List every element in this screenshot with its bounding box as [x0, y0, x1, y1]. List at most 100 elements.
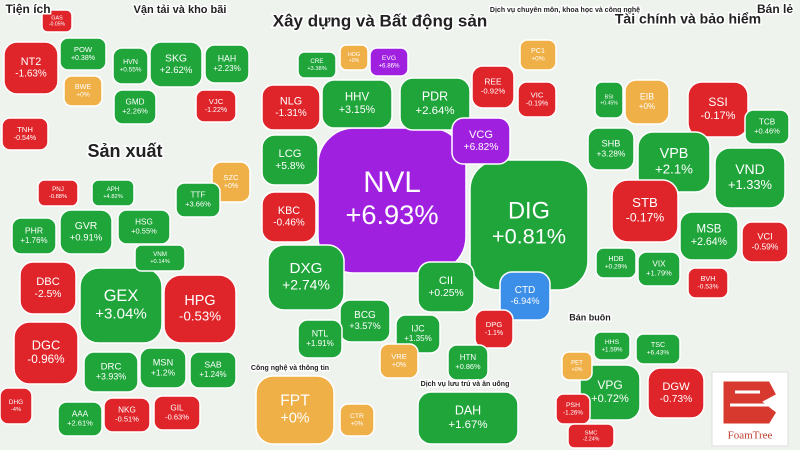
cell-label: DGW: [662, 381, 690, 393]
sector-label: Dịch vụ lưu trú và ăn uống: [421, 380, 510, 388]
cell-value: +1.76%: [20, 236, 47, 245]
cell-label: IJC: [411, 323, 425, 333]
cell-label: SAB: [204, 360, 222, 370]
cell: [741, 221, 789, 263]
cell-label: GIL: [170, 404, 184, 413]
cell-label: SHB: [602, 138, 621, 148]
cell: [79, 267, 163, 344]
cell: [261, 134, 319, 186]
cell-value: +0.86%: [455, 362, 481, 371]
cell: [679, 211, 739, 261]
cell-value: +2.64%: [415, 105, 454, 117]
cell-value: +1.2%: [151, 367, 176, 377]
cell: [211, 161, 251, 203]
cell: [611, 179, 679, 243]
cell-label: SMC: [585, 430, 598, 436]
cell: [0, 387, 33, 425]
cell: [297, 51, 337, 79]
cell-label: CRE: [310, 58, 323, 65]
cell: [635, 333, 681, 365]
cell-value: +0%: [349, 58, 360, 64]
cell: [112, 47, 149, 85]
sector-label: Sản xuất: [87, 141, 162, 161]
cells: NT2-1.63%POW+0.38%BWE+0%TNH-0.54%GAS-0.0…: [0, 9, 790, 449]
logo-icon: [720, 378, 781, 427]
cell-value: +0%: [351, 420, 364, 427]
sector-label: Xây dựng và Bất động sản: [273, 11, 487, 30]
cell-label: DXG: [290, 260, 323, 277]
cell-value: +0%: [639, 102, 655, 111]
cell-value: +2.1%: [655, 161, 693, 176]
cell-value: +3.28%: [597, 148, 626, 158]
cell-label: PC1: [531, 46, 545, 55]
cell: [3, 41, 59, 95]
cell-value: +2.23%: [213, 64, 241, 73]
cell-label: HHS: [605, 339, 620, 346]
cell-label: EVG: [382, 55, 396, 62]
sector-label: Bán lẻ: [757, 2, 793, 16]
cell-label: TCB: [759, 118, 776, 127]
cell: [117, 209, 171, 245]
cell: [163, 274, 237, 344]
cell: [339, 44, 369, 71]
cell-value: +6.43%: [647, 350, 670, 357]
cell-label: REE: [484, 77, 502, 87]
cell: [417, 391, 519, 445]
cell-value: +3.66%: [185, 199, 211, 208]
cell: [321, 79, 393, 129]
cell-value: +0.55%: [119, 67, 141, 74]
cell-value: -1.31%: [275, 108, 307, 119]
cell-label: SZC: [223, 173, 239, 182]
cell-label: PHR: [25, 226, 43, 236]
cell-value: +6.86%: [378, 62, 400, 69]
cell: [149, 41, 203, 88]
cell-label: GEX: [104, 287, 139, 305]
cell-label: STB: [632, 195, 658, 210]
cell-value: -0.46%: [273, 218, 305, 229]
cell: [451, 117, 511, 165]
logo: FoamTree: [711, 371, 789, 447]
cell-label: LCG: [278, 148, 301, 160]
cell-label: GMD: [125, 98, 144, 107]
cell-label: MSN: [153, 357, 173, 367]
cell-label: EIB: [640, 91, 654, 101]
cell: [587, 127, 635, 171]
cell-label: VIX: [652, 260, 666, 269]
cell: [519, 39, 557, 71]
cell-label: NLG: [280, 95, 302, 107]
cell: [647, 367, 705, 419]
sector-labels: Tiện ích Vận tải và kho bãi Xây dựng và Bấ…: [4, 1, 795, 390]
cell: [261, 191, 317, 243]
cell-label: VIC: [531, 90, 544, 99]
cell-value: -0.92%: [481, 87, 506, 96]
cell-label: FPT: [280, 393, 310, 410]
cell-label: TSC: [651, 340, 665, 349]
cell-value: -0.63%: [165, 412, 189, 421]
cell-label: HTN: [460, 353, 477, 362]
cell-label: HSG: [135, 218, 153, 227]
cell: [399, 77, 471, 131]
logo-text: FoamTree: [728, 430, 773, 442]
cell-label: DBC: [36, 276, 60, 288]
cell-label: SSI: [708, 95, 727, 109]
cell: [175, 182, 221, 218]
cell-value: -0.19%: [526, 101, 548, 108]
cell-value: +3.04%: [95, 306, 147, 323]
cell-label: POW: [74, 45, 93, 54]
cell-value: +0.45%: [600, 100, 618, 106]
cell-value: +5.8%: [275, 161, 304, 172]
cell: [687, 81, 749, 138]
cell: [595, 247, 637, 279]
cell-label: DHG: [9, 399, 23, 406]
cell: [59, 209, 113, 255]
cell-value: -0.54%: [14, 135, 37, 142]
cell-value: -1.63%: [15, 69, 47, 80]
cell: [1, 117, 49, 151]
cell-value: -0.17%: [701, 110, 736, 122]
sector-label: Tiện ích: [5, 2, 50, 16]
cell-value: -1.1%: [485, 330, 503, 337]
cell-label: DIG: [508, 198, 550, 224]
cell-label: BCG: [354, 310, 376, 321]
cell-value: +3.57%: [349, 321, 380, 331]
cell-label: AAA: [72, 410, 89, 419]
